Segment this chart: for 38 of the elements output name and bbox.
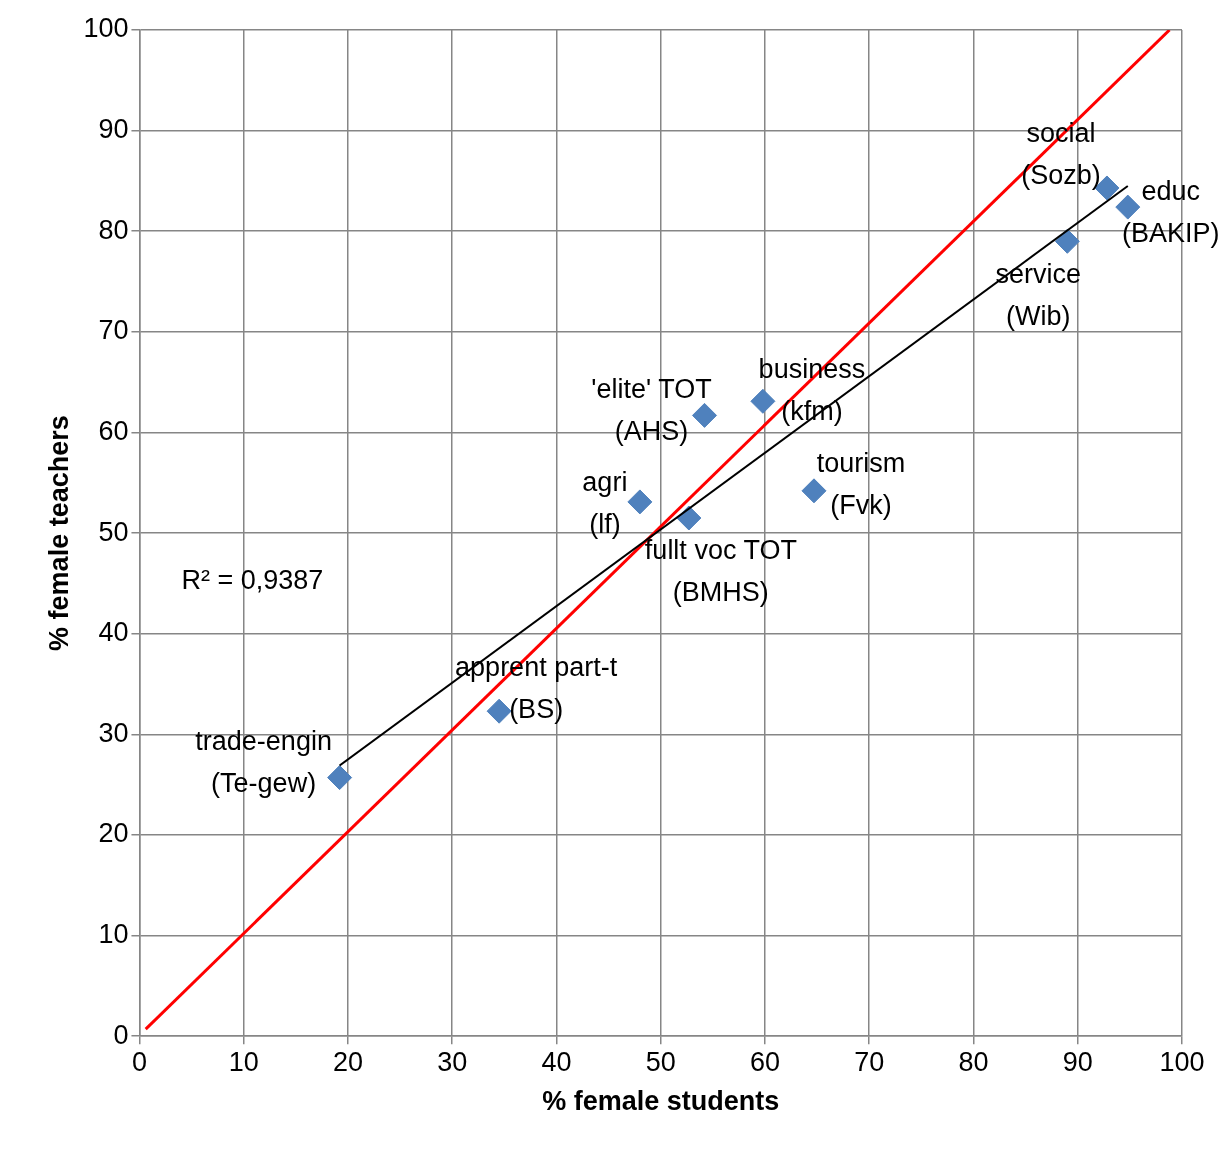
point — [486, 698, 512, 724]
y-tick-label: 80 — [98, 214, 129, 245]
y-tick-label: 70 — [98, 315, 129, 346]
x-tick-label: 60 — [749, 1046, 780, 1077]
point — [750, 388, 776, 414]
x-tick-label: 10 — [228, 1046, 259, 1077]
point — [327, 765, 353, 791]
x-axis-title: % female students — [542, 1086, 780, 1117]
y-tick-label: 10 — [98, 919, 129, 950]
y-tick-label: 30 — [98, 717, 129, 748]
x-tick-label: 100 — [1159, 1046, 1205, 1077]
y-tick-label: 90 — [98, 114, 129, 145]
x-tick-label: 40 — [541, 1046, 572, 1077]
y-tick-label: 40 — [98, 617, 129, 648]
point — [801, 478, 827, 504]
x-tick-label: 90 — [1062, 1046, 1093, 1077]
y-tick-label: 20 — [98, 818, 129, 849]
annotation: 'elite' TOT (AHS) — [591, 373, 712, 446]
x-tick-label: 20 — [332, 1046, 363, 1077]
x-tick-label: 50 — [645, 1046, 676, 1077]
annotation: tourism (Fvk) — [816, 448, 906, 521]
x-tick-label: 80 — [958, 1046, 989, 1077]
annotation: educ (BAKIP) — [1122, 175, 1220, 248]
y-tick-label: 50 — [98, 516, 129, 547]
annotation: agri (lf) — [582, 467, 628, 540]
point — [1054, 228, 1080, 254]
y-tick-label: 0 — [113, 1019, 129, 1050]
x-tick-label: 70 — [854, 1046, 885, 1077]
annotation: trade-engin (Te-gew) — [195, 726, 332, 799]
y-tick-label: 100 — [83, 13, 129, 44]
x-tick-label: 30 — [437, 1046, 468, 1077]
annotation: fullt voc TOT (BMHS) — [644, 535, 797, 608]
point — [692, 402, 718, 428]
point — [627, 489, 653, 515]
annotation: R² = 0,9387 — [181, 564, 324, 595]
point — [1115, 194, 1141, 220]
y-tick-label: 60 — [98, 415, 129, 446]
y-axis-title: % female teachers — [43, 415, 74, 651]
